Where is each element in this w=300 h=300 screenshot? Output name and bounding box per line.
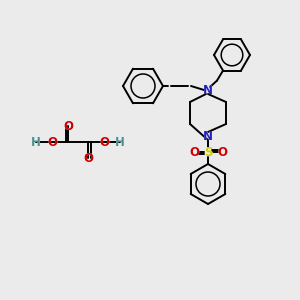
Text: H: H [31, 136, 41, 148]
Text: O: O [217, 146, 227, 158]
Text: O: O [47, 136, 57, 148]
Text: O: O [83, 152, 93, 164]
Text: N: N [203, 83, 213, 97]
Text: N: N [203, 130, 213, 142]
Text: H: H [115, 136, 125, 148]
Text: N: N [203, 83, 213, 97]
Text: O: O [47, 136, 57, 148]
Text: O: O [83, 152, 93, 164]
Text: N: N [203, 130, 213, 142]
Text: O: O [217, 146, 227, 158]
Text: H: H [31, 136, 41, 148]
Text: O: O [99, 136, 109, 148]
Text: O: O [189, 146, 199, 158]
Text: O: O [189, 146, 199, 158]
Text: O: O [63, 119, 73, 133]
Text: H: H [115, 136, 125, 148]
Text: O: O [99, 136, 109, 148]
Text: S: S [204, 146, 212, 158]
Text: O: O [63, 119, 73, 133]
Text: S: S [204, 146, 212, 158]
